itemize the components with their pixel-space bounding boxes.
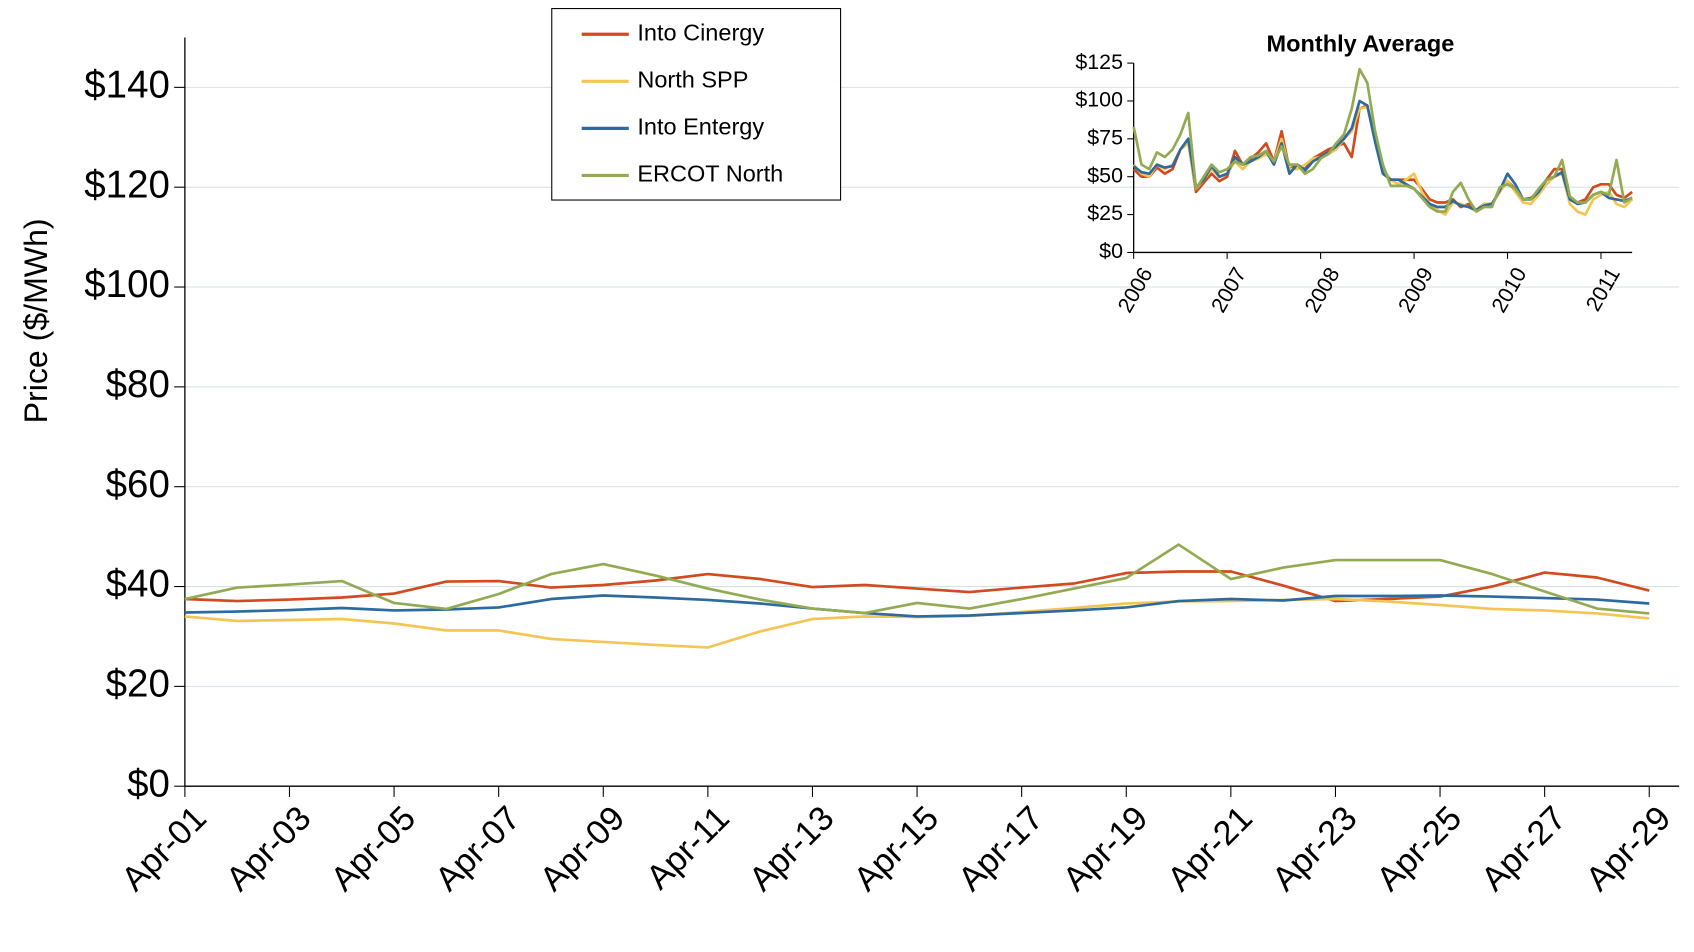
x-tick-label: 2011 [1581,263,1625,315]
legend-label: Into Entergy [637,114,764,140]
legend-label: Into Cinergy [637,19,764,45]
series-line [1132,104,1633,212]
y-tick-label: $0 [127,762,170,805]
x-tick-label: Apr-25 [1370,799,1470,899]
y-tick-label: $125 [1075,50,1123,74]
y-tick-label: $100 [84,263,170,306]
x-tick-label: Apr-19 [1056,799,1156,899]
y-tick-label: $50 [1087,163,1123,187]
y-tick-label: $120 [84,163,170,206]
x-tick-label: Apr-27 [1474,799,1574,899]
x-tick-label: Apr-01 [114,799,214,899]
y-tick-label: $0 [1099,239,1123,263]
x-tick-label: Apr-29 [1579,799,1679,899]
legend-label: ERCOT North [637,161,783,187]
x-tick-label: Apr-17 [951,799,1051,899]
y-tick-label: $60 [106,463,170,506]
series-line [184,570,1650,603]
series-line [1132,67,1633,213]
y-axis-label: Price ($/MWh) [18,218,54,423]
series-line [184,597,1650,649]
x-tick-label: Apr-23 [1265,799,1365,899]
series-line [184,594,1650,618]
x-tick-label: Apr-13 [742,799,842,899]
series-line [184,543,1650,615]
y-tick-label: $80 [106,363,170,406]
x-tick-label: Apr-05 [324,799,424,899]
x-tick-label: Apr-11 [639,799,737,897]
y-tick-label: $75 [1087,125,1123,149]
x-tick-label: 2006 [1113,263,1158,316]
inset-title: Monthly Average [1267,30,1455,56]
x-tick-label: Apr-03 [219,799,319,899]
legend-box [551,8,842,201]
legend-label: North SPP [637,67,748,93]
x-tick-label: 2008 [1300,263,1345,316]
x-tick-label: Apr-15 [847,799,947,899]
x-tick-label: Apr-21 [1160,799,1260,899]
x-tick-label: Apr-07 [428,799,528,899]
y-tick-label: $100 [1075,88,1123,112]
series-line [1132,99,1633,212]
y-tick-label: $25 [1087,201,1123,225]
x-tick-label: Apr-09 [533,799,633,899]
y-tick-label: $140 [84,64,170,107]
x-tick-label: 2007 [1206,263,1251,316]
y-tick-label: $20 [106,663,170,706]
x-tick-label: 2010 [1487,263,1532,316]
x-tick-label: 2009 [1393,263,1438,316]
y-tick-label: $40 [106,563,170,606]
